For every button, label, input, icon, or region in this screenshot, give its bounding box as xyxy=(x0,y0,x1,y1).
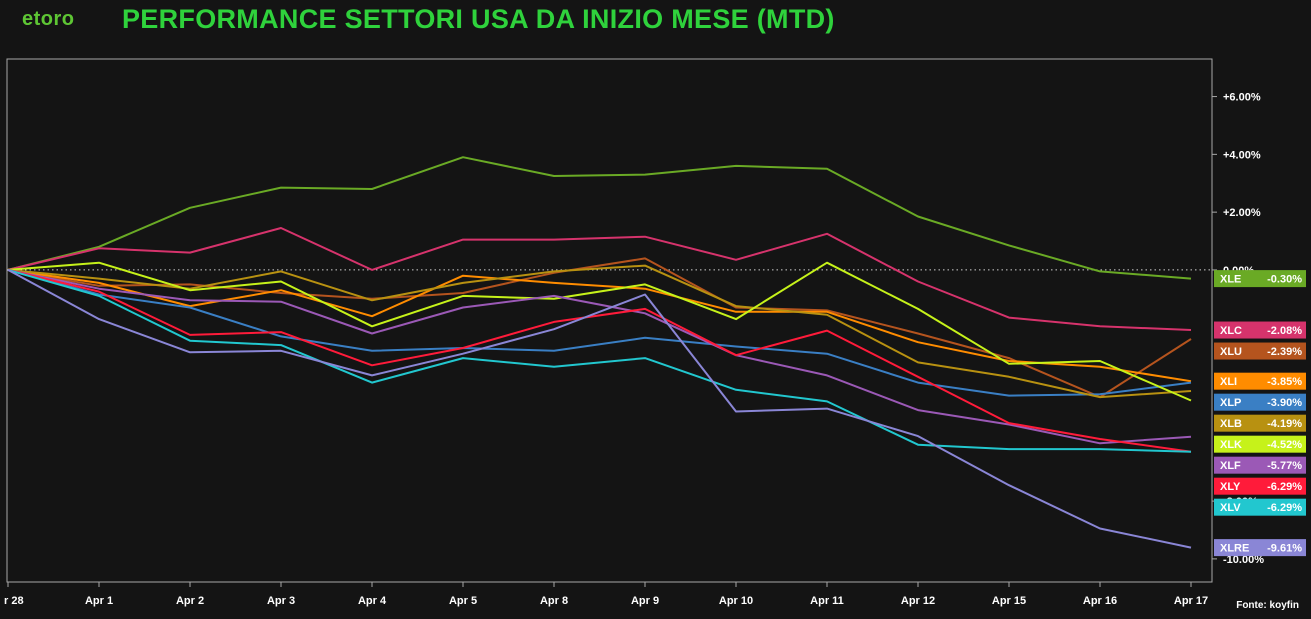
legend-series-value: -4.19% xyxy=(1267,418,1302,430)
y-tick-label: -10.00% xyxy=(1223,554,1264,566)
legend-series-value: -6.29% xyxy=(1267,481,1302,493)
legend-swatch xyxy=(1214,539,1306,557)
y-tick-label: +6.00% xyxy=(1223,92,1261,104)
plot-area-frame xyxy=(6,58,1213,583)
legend-series-value: -5.77% xyxy=(1267,460,1302,472)
source-credit: Fonte: koyfin xyxy=(1236,600,1299,611)
etoro-logo: etoro xyxy=(22,8,75,30)
legend-series-name: XLE xyxy=(1220,274,1241,286)
x-tick-label: Apr 11 xyxy=(810,595,844,607)
legend-item-xlre: XLRE -9.61% xyxy=(1214,539,1306,557)
x-tick-label: Apr 2 xyxy=(176,595,204,607)
legend-item-xlv: XLV -6.29% xyxy=(1214,498,1306,516)
x-tick-label: Apr 9 xyxy=(631,595,659,607)
legend-item-xlf: XLF -5.77% xyxy=(1214,456,1306,474)
x-tick-label: Apr 5 xyxy=(449,595,477,607)
series-line-xlv xyxy=(7,268,1192,453)
legend-series-name: XLV xyxy=(1220,502,1241,514)
series-line-xlf xyxy=(7,268,1192,445)
x-tick-label: Apr 16 xyxy=(1083,595,1117,607)
series-line-xlu xyxy=(7,257,1192,399)
legend-series-value: -2.39% xyxy=(1267,346,1302,358)
series-line-xlc xyxy=(7,227,1192,331)
legend-swatch xyxy=(1214,270,1306,288)
x-tick-label: Apr 17 xyxy=(1174,595,1208,607)
legend-series-value: -4.52% xyxy=(1267,439,1302,451)
legend-series-name: XLC xyxy=(1220,325,1242,337)
x-tick-label: Apr 10 xyxy=(719,595,753,607)
series-line-xlb xyxy=(7,264,1192,399)
x-tick-label: Apr 8 xyxy=(540,595,568,607)
legend-series-name: XLU xyxy=(1220,346,1242,358)
legend-item-xli: XLI -3.85% xyxy=(1214,372,1306,390)
series-line-xli xyxy=(7,268,1192,383)
legend-item-xlu: XLU -2.39% xyxy=(1214,342,1306,360)
x-tick-label: Apr 15 xyxy=(992,595,1026,607)
legend-series-value: -2.08% xyxy=(1267,325,1302,337)
legend-series-value: -0.30% xyxy=(1267,274,1302,286)
series-line-xle xyxy=(7,156,1192,280)
legend-swatch xyxy=(1214,372,1306,390)
x-tick-label: Apr 1 xyxy=(85,595,113,607)
legend-item-xlc: XLC -2.08% xyxy=(1214,321,1306,339)
legend-swatch xyxy=(1214,477,1306,495)
legend-series-value: -9.61% xyxy=(1267,543,1302,555)
legend-swatch xyxy=(1214,498,1306,516)
legend-series-value: -3.85% xyxy=(1267,376,1302,388)
legend-swatch xyxy=(1214,456,1306,474)
legend-series-value: -3.90% xyxy=(1267,397,1302,409)
legend-item-xle: XLE -0.30% xyxy=(1214,270,1306,288)
legend-swatch xyxy=(1214,342,1306,360)
legend-swatch xyxy=(1214,414,1306,432)
legend-series-name: XLK xyxy=(1220,439,1242,451)
series-line-xlk xyxy=(7,261,1192,402)
series-line-xlp xyxy=(7,268,1192,397)
legend-series-name: XLRE xyxy=(1220,543,1249,555)
legend-series-name: XLF xyxy=(1220,460,1241,472)
x-tick-label: r 28 xyxy=(4,595,24,607)
legend-item-xlp: XLP -3.90% xyxy=(1214,393,1306,411)
legend-item-xly: XLY -6.29% xyxy=(1214,477,1306,495)
chart-title: PERFORMANCE SETTORI USA DA INIZIO MESE (… xyxy=(122,4,835,34)
x-tick-label: Apr 3 xyxy=(267,595,295,607)
header: etoro PERFORMANCE SETTORI USA DA INIZIO … xyxy=(0,0,1311,44)
legend-series-value: -6.29% xyxy=(1267,502,1302,514)
legend-series-name: XLI xyxy=(1220,376,1237,388)
legend-item-xlk: XLK -4.52% xyxy=(1214,435,1306,453)
y-tick-label: +2.00% xyxy=(1223,207,1261,219)
y-tick-label: +4.00% xyxy=(1223,149,1261,161)
x-tick-label: Apr 12 xyxy=(901,595,935,607)
series-line-xly xyxy=(7,268,1192,453)
x-tick-label: Apr 4 xyxy=(358,595,387,607)
legend-swatch xyxy=(1214,321,1306,339)
legend-item-xlb: XLB -4.19% xyxy=(1214,414,1306,432)
legend-swatch xyxy=(1214,435,1306,453)
legend-swatch xyxy=(1214,393,1306,411)
legend-series-name: XLB xyxy=(1220,418,1242,430)
legend-series-name: XLY xyxy=(1220,481,1241,493)
series-line-xlre xyxy=(7,269,1192,549)
legend-series-name: XLP xyxy=(1220,397,1241,409)
